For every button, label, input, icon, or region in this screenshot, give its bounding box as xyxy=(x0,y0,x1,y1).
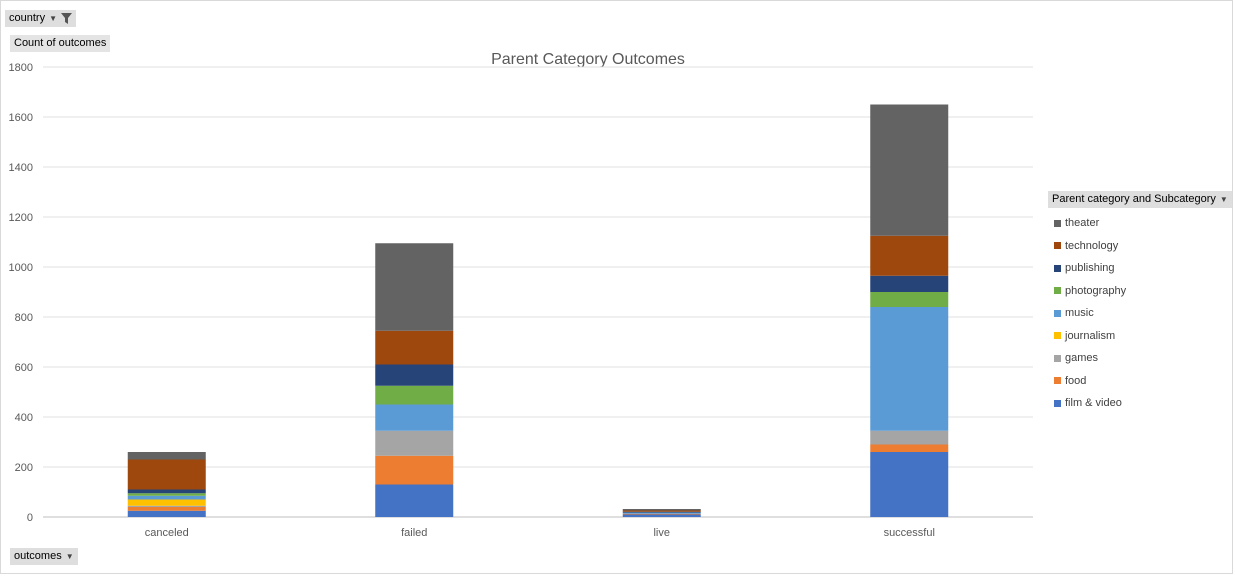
bar-segment-theater xyxy=(622,509,701,511)
axis-field-label: outcomes xyxy=(14,550,62,562)
country-filter-button[interactable]: country ▼ xyxy=(5,10,76,27)
bar-segment-photography xyxy=(375,385,454,405)
y-tick-label: 400 xyxy=(15,412,33,424)
bar-segment-food xyxy=(870,444,949,452)
legend-label: music xyxy=(1065,307,1094,320)
y-tick-label: 200 xyxy=(15,462,33,474)
chevron-down-icon: ▼ xyxy=(49,14,57,23)
bar-segment-games xyxy=(870,430,949,445)
legend-item: technology xyxy=(1054,235,1126,258)
bar-segment-music xyxy=(127,495,206,500)
legend-swatch xyxy=(1054,354,1061,362)
bar-segment-music xyxy=(870,307,949,431)
filter-icon xyxy=(61,13,72,24)
legend-label: theater xyxy=(1065,217,1100,230)
chart-title: Parent Category Outcomes xyxy=(491,51,685,68)
legend-label: food xyxy=(1065,374,1087,387)
chevron-down-icon: ▼ xyxy=(65,552,74,561)
legend-swatch xyxy=(1054,242,1061,250)
bar-segment-theater xyxy=(127,452,206,460)
legend-label: games xyxy=(1065,352,1099,365)
bar-segment-technology xyxy=(870,235,949,276)
legend-item: music xyxy=(1054,302,1126,325)
axis-field-button[interactable]: outcomes ▼ xyxy=(10,548,78,565)
y-tick-label: 1000 xyxy=(9,262,33,274)
bar-segment-food xyxy=(127,507,206,511)
legend-swatch xyxy=(1054,219,1061,227)
legend-swatch xyxy=(1054,287,1061,295)
bar-segment-food xyxy=(622,513,701,515)
legend-label: photography xyxy=(1065,284,1127,297)
bar-segment-games xyxy=(127,505,206,507)
bar-segment-games xyxy=(375,430,454,456)
bar-segment-photography xyxy=(870,292,949,307)
x-tick-label: live xyxy=(653,527,670,539)
bar-segment-technology xyxy=(127,459,206,490)
legend-item: games xyxy=(1054,347,1126,370)
y-tick-label: 1800 xyxy=(9,62,33,74)
y-tick-label: 600 xyxy=(15,362,33,374)
legend-item: journalism xyxy=(1054,325,1126,348)
legend-item: publishing xyxy=(1054,257,1126,280)
chart-legend: theater technology publishing photography mu… xyxy=(1054,212,1126,415)
legend-label: film & video xyxy=(1065,397,1122,410)
legend-item: photography xyxy=(1054,280,1126,303)
bar-segment-music xyxy=(622,512,701,514)
legend-label: publishing xyxy=(1065,262,1115,275)
legend-label: technology xyxy=(1065,239,1119,252)
legend-label: journalism xyxy=(1065,329,1116,342)
bar-segment-film-video xyxy=(870,452,949,517)
bar-segment-film-video xyxy=(622,514,701,517)
legend-swatch xyxy=(1054,399,1061,407)
bar-segment-technology xyxy=(375,330,454,365)
chevron-down-icon: ▼ xyxy=(1219,195,1228,204)
y-tick-label: 1400 xyxy=(9,162,33,174)
legend-swatch xyxy=(1054,377,1061,385)
legend-field-label: Parent category and Subcategory xyxy=(1052,193,1216,205)
bar-segment-photography xyxy=(127,493,206,496)
bar-segment-publishing xyxy=(375,364,454,386)
bar-segment-film-video xyxy=(375,484,454,517)
value-field-label: Count of outcomes xyxy=(14,37,107,49)
legend-swatch xyxy=(1054,264,1061,272)
x-tick-label: successful xyxy=(884,527,935,539)
bar-segment-theater xyxy=(870,104,949,236)
legend-item: theater xyxy=(1054,212,1126,235)
bar-segment-film-video xyxy=(127,510,206,517)
bar-segment-publishing xyxy=(622,511,701,513)
y-tick-label: 800 xyxy=(15,312,33,324)
bar-segment-technology xyxy=(622,510,701,512)
y-tick-label: 0 xyxy=(27,512,33,524)
y-tick-label: 1600 xyxy=(9,112,33,124)
bar-segment-journalism xyxy=(127,499,206,506)
y-tick-label: 1200 xyxy=(9,212,33,224)
value-field-button[interactable]: Count of outcomes xyxy=(10,35,111,52)
legend-swatch xyxy=(1054,309,1061,317)
legend-item: film & video xyxy=(1054,392,1126,415)
country-filter-label: country xyxy=(9,12,46,24)
legend-swatch xyxy=(1054,332,1061,340)
bar-segment-publishing xyxy=(127,489,206,494)
legend-item: food xyxy=(1054,370,1126,393)
x-tick-label: canceled xyxy=(145,527,189,539)
bar-segment-music xyxy=(375,404,454,431)
x-tick-label: failed xyxy=(401,527,427,539)
bar-segment-publishing xyxy=(870,275,949,292)
legend-field-button[interactable]: Parent category and Subcategory ▼ xyxy=(1048,191,1232,208)
bar-segment-theater xyxy=(375,243,454,331)
bar-segment-food xyxy=(375,455,454,485)
